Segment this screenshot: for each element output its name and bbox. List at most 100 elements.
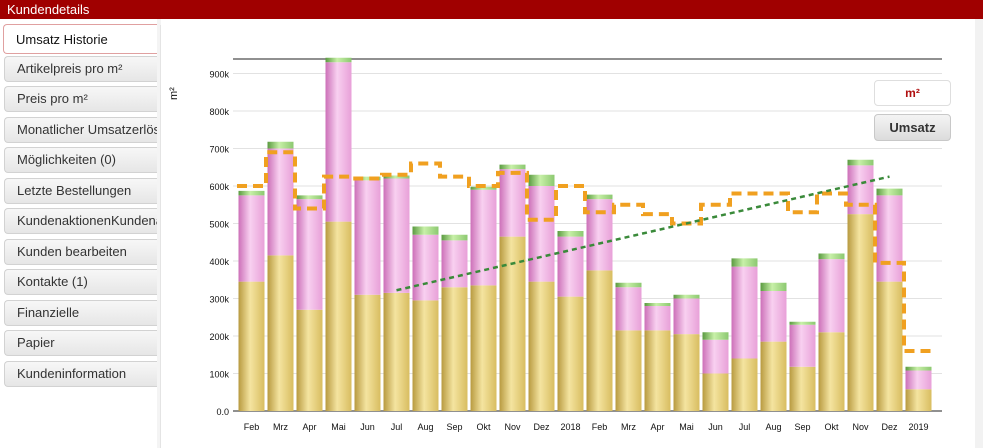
bar-segment-1[interactable] bbox=[412, 234, 439, 301]
sidebar-tab-6[interactable]: KundenaktionenKundenaktionen bbox=[4, 208, 160, 234]
bar-segment-1[interactable] bbox=[905, 370, 932, 390]
bar-segment-2[interactable] bbox=[789, 321, 816, 325]
bar-segment-0[interactable] bbox=[470, 285, 497, 411]
bar-segment-2[interactable] bbox=[702, 332, 729, 340]
bar-segment-1[interactable] bbox=[499, 169, 526, 237]
x-tick-label: Mrz bbox=[273, 422, 288, 432]
bar-segment-1[interactable] bbox=[325, 62, 352, 222]
x-tick-label: Okt bbox=[824, 422, 839, 432]
bar-segment-2[interactable] bbox=[818, 253, 845, 260]
sidebar-tab-8[interactable]: Kontakte (1) bbox=[4, 269, 160, 295]
bar-segment-1[interactable] bbox=[586, 199, 613, 271]
sidebar-tab-1[interactable]: Artikelpreis pro m² bbox=[4, 56, 160, 82]
bar-segment-2[interactable] bbox=[760, 282, 787, 291]
unit-m2-button[interactable]: m² bbox=[874, 80, 951, 106]
bar-segment-2[interactable] bbox=[441, 234, 468, 241]
sidebar-divider bbox=[157, 19, 161, 448]
bar-segment-2[interactable] bbox=[383, 175, 410, 179]
bar-segment-2[interactable] bbox=[905, 366, 932, 371]
bar-segment-1[interactable] bbox=[296, 199, 323, 310]
x-tick-label: Aug bbox=[765, 422, 781, 432]
bar-segment-0[interactable] bbox=[615, 330, 642, 411]
sidebar-tab-7[interactable]: Kunden bearbeiten bbox=[4, 239, 160, 265]
sidebar-tab-11[interactable]: Kundeninformation bbox=[4, 361, 160, 387]
x-tick-label: Sep bbox=[446, 422, 462, 432]
bar-segment-0[interactable] bbox=[441, 287, 468, 411]
bar-segment-0[interactable] bbox=[876, 281, 903, 411]
x-tick-label: Mai bbox=[679, 422, 694, 432]
bar-segment-0[interactable] bbox=[325, 221, 352, 411]
bar-segment-1[interactable] bbox=[615, 287, 642, 331]
bar-segment-0[interactable] bbox=[905, 389, 932, 411]
bar-segment-0[interactable] bbox=[731, 358, 758, 412]
trend-line bbox=[396, 175, 890, 292]
bar-segment-0[interactable] bbox=[238, 281, 265, 411]
bar-segment-0[interactable] bbox=[267, 255, 294, 411]
bar-segment-0[interactable] bbox=[412, 300, 439, 411]
bar-segment-2[interactable] bbox=[847, 159, 874, 166]
bar-segment-1[interactable] bbox=[354, 180, 381, 295]
scrollbar-track[interactable] bbox=[975, 19, 983, 448]
y-axis-label: m² bbox=[168, 87, 180, 100]
sidebar-tab-2[interactable]: Preis pro m² bbox=[4, 86, 160, 112]
bar-segment-2[interactable] bbox=[644, 303, 671, 306]
bar-segment-2[interactable] bbox=[528, 174, 555, 186]
bar-segment-0[interactable] bbox=[847, 214, 874, 411]
bar-segment-1[interactable] bbox=[876, 195, 903, 282]
y-tick-label: 800k bbox=[209, 107, 229, 117]
sidebar-tab-4[interactable]: Möglichkeiten (0) bbox=[4, 147, 160, 173]
bar-segment-0[interactable] bbox=[557, 296, 584, 411]
bar-segment-1[interactable] bbox=[557, 236, 584, 297]
bar-segment-0[interactable] bbox=[354, 294, 381, 411]
bar-segment-2[interactable] bbox=[615, 282, 642, 288]
bar-segment-2[interactable] bbox=[731, 258, 758, 267]
bar-segment-2[interactable] bbox=[238, 190, 265, 196]
y-tick-label: 100k bbox=[209, 370, 229, 380]
bar-segment-2[interactable] bbox=[673, 294, 700, 299]
bar-segment-2[interactable] bbox=[470, 186, 497, 190]
bar-segment-2[interactable] bbox=[267, 141, 294, 149]
bar-segment-1[interactable] bbox=[441, 240, 468, 288]
bar-segment-1[interactable] bbox=[702, 339, 729, 374]
sidebar-tab-10[interactable]: Papier bbox=[4, 330, 160, 356]
bar-segment-0[interactable] bbox=[296, 309, 323, 411]
bar-segment-0[interactable] bbox=[586, 270, 613, 411]
bar-segment-1[interactable] bbox=[528, 186, 555, 282]
bar-segment-1[interactable] bbox=[789, 324, 816, 367]
bar-segment-1[interactable] bbox=[267, 148, 294, 256]
sidebar-tab-0[interactable]: Umsatz Historie bbox=[3, 24, 161, 54]
bar-segment-0[interactable] bbox=[789, 366, 816, 411]
sidebar-tab-3[interactable]: Monatlicher Umsatzerlös bbox=[4, 117, 160, 143]
bar-segment-1[interactable] bbox=[760, 291, 787, 342]
bar-segment-0[interactable] bbox=[528, 281, 555, 411]
bar-segment-2[interactable] bbox=[354, 176, 381, 181]
unit-revenue-button[interactable]: Umsatz bbox=[874, 114, 951, 141]
bar-segment-1[interactable] bbox=[673, 298, 700, 335]
sidebar-tab-5[interactable]: Letzte Bestellungen bbox=[4, 178, 160, 204]
bar-segment-0[interactable] bbox=[702, 373, 729, 412]
bar-segment-0[interactable] bbox=[644, 330, 671, 411]
bar-segment-2[interactable] bbox=[325, 57, 352, 63]
bar-segment-1[interactable] bbox=[847, 165, 874, 215]
bar-segment-2[interactable] bbox=[412, 226, 439, 235]
sidebar-tab-9[interactable]: Finanzielle bbox=[4, 300, 160, 326]
bar-segment-2[interactable] bbox=[499, 164, 526, 170]
bar-segment-1[interactable] bbox=[731, 266, 758, 359]
bar-segment-2[interactable] bbox=[876, 188, 903, 196]
x-tick-label: Apr bbox=[302, 422, 316, 432]
x-tick-label: Jul bbox=[391, 422, 403, 432]
sidebar: Umsatz Historie Artikelpreis pro m² Preis … bbox=[0, 19, 161, 448]
bar-segment-0[interactable] bbox=[673, 334, 700, 411]
bar-segment-1[interactable] bbox=[818, 259, 845, 333]
bar-segment-1[interactable] bbox=[238, 195, 265, 282]
bar-segment-0[interactable] bbox=[760, 341, 787, 411]
x-tick-label: Jun bbox=[708, 422, 723, 432]
bar-segment-0[interactable] bbox=[383, 292, 410, 411]
bar-segment-2[interactable] bbox=[296, 195, 323, 200]
bar-segment-1[interactable] bbox=[383, 178, 410, 293]
bar-segment-1[interactable] bbox=[470, 189, 497, 286]
bar-segment-1[interactable] bbox=[644, 306, 671, 331]
bar-segment-0[interactable] bbox=[818, 332, 845, 411]
bar-segment-2[interactable] bbox=[586, 194, 613, 200]
bar-segment-2[interactable] bbox=[557, 231, 584, 237]
